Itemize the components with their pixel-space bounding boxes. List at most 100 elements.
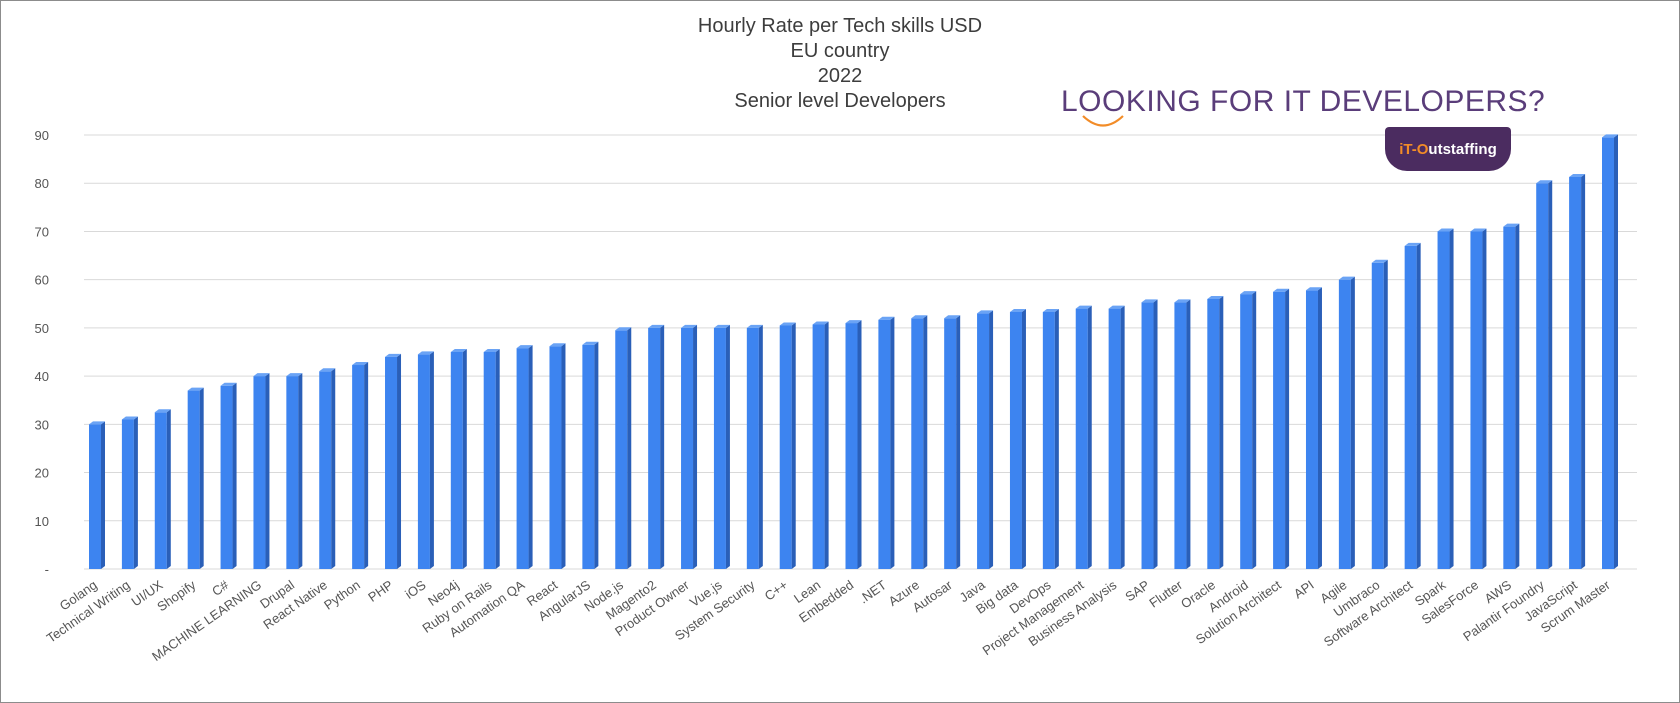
- bar-top: [1338, 276, 1355, 280]
- bar: [1141, 299, 1158, 569]
- bar: [1075, 305, 1092, 569]
- y-tick-label: 90: [35, 128, 49, 143]
- bar-front: [1305, 290, 1318, 569]
- smile-icon: [1082, 115, 1124, 127]
- bar-top: [1437, 228, 1454, 232]
- bar-front: [1503, 226, 1516, 569]
- bar: [1437, 228, 1454, 569]
- bar-front: [1371, 262, 1384, 569]
- bar-front: [648, 327, 661, 569]
- bar-top: [582, 341, 599, 345]
- bar-side: [1449, 228, 1454, 569]
- bar-side: [989, 310, 994, 569]
- bar: [1207, 295, 1224, 569]
- bar-front: [845, 323, 858, 569]
- bar-side: [1285, 288, 1290, 569]
- bar-top: [1273, 288, 1290, 292]
- bar: [1174, 299, 1191, 569]
- bar-front: [450, 352, 463, 569]
- bar: [977, 310, 994, 569]
- bar: [812, 321, 829, 569]
- bar-top: [1207, 295, 1224, 299]
- bar: [220, 382, 237, 569]
- bar: [154, 409, 171, 569]
- bar-side: [232, 382, 237, 569]
- bar-front: [516, 348, 529, 569]
- bar-top: [812, 321, 829, 325]
- bar: [1009, 308, 1026, 569]
- bar-top: [681, 324, 698, 328]
- y-tick-label: -: [45, 562, 49, 577]
- bar-top: [352, 362, 369, 366]
- bar-side: [166, 409, 171, 569]
- bar-top: [1371, 259, 1388, 263]
- bar: [648, 324, 665, 569]
- bar: [450, 349, 467, 569]
- bar-top: [319, 368, 336, 372]
- bar-front: [1602, 137, 1614, 569]
- bar-front: [483, 352, 496, 569]
- bar-side: [462, 349, 467, 569]
- bar-top: [615, 327, 632, 331]
- bar: [319, 368, 336, 569]
- bar-side: [725, 324, 730, 569]
- bar-front: [812, 324, 825, 569]
- bar: [582, 341, 599, 569]
- chart-title-line: 2022: [818, 65, 863, 87]
- bar: [516, 345, 533, 569]
- bar: [681, 324, 698, 569]
- bar-front: [549, 346, 562, 569]
- bar-side: [1054, 308, 1059, 569]
- bar: [417, 351, 434, 569]
- bar-front: [417, 354, 430, 569]
- promo-headline[interactable]: LOOKING FOR IT DEVELOPERS?: [1061, 85, 1546, 118]
- bar-side: [1581, 173, 1586, 569]
- bar-top: [1470, 228, 1487, 232]
- x-tick-label: Python: [321, 577, 363, 613]
- bar-front: [582, 344, 595, 569]
- bar-front: [1338, 279, 1351, 569]
- bar: [1371, 259, 1388, 569]
- bar-top: [746, 324, 763, 328]
- bar: [121, 416, 138, 569]
- brand-prefix: iT-O: [1399, 140, 1429, 158]
- bar-front: [1569, 176, 1582, 569]
- bar-top: [549, 343, 566, 347]
- bar-top: [450, 349, 467, 352]
- bar-side: [923, 315, 928, 569]
- bar-front: [1174, 302, 1187, 569]
- bar: [944, 315, 961, 569]
- bar-front: [220, 385, 233, 569]
- x-tick-label: API: [1291, 577, 1317, 601]
- y-tick-label: 50: [35, 321, 49, 336]
- bars: [89, 134, 1618, 569]
- x-tick-label: iOS: [402, 577, 429, 602]
- bar-top: [121, 416, 138, 420]
- x-tick-label: C++: [762, 577, 791, 603]
- bar: [1305, 287, 1322, 569]
- bar-side: [528, 345, 533, 569]
- bar-front: [944, 318, 957, 569]
- chart-title-line: Senior level Developers: [734, 90, 945, 112]
- bar-side: [1350, 276, 1355, 569]
- bar-side: [1219, 295, 1224, 569]
- bar-front: [89, 424, 101, 569]
- bar-side: [1383, 259, 1388, 569]
- bar-front: [319, 371, 332, 569]
- bar-side: [429, 351, 434, 569]
- bar: [89, 421, 105, 569]
- bar-top: [483, 349, 500, 352]
- bar-front: [385, 356, 398, 569]
- bar-top: [779, 322, 796, 326]
- bar-top: [1602, 134, 1618, 138]
- bar: [1404, 242, 1421, 569]
- brand-badge[interactable]: iT-O utstaffing: [1385, 127, 1511, 171]
- bar: [1108, 305, 1125, 569]
- bar-top: [878, 316, 895, 320]
- bar-top: [1174, 299, 1191, 303]
- bar-side: [1416, 242, 1421, 569]
- bar-top: [187, 387, 204, 391]
- bar-top: [944, 315, 961, 319]
- bar-front: [1536, 183, 1549, 569]
